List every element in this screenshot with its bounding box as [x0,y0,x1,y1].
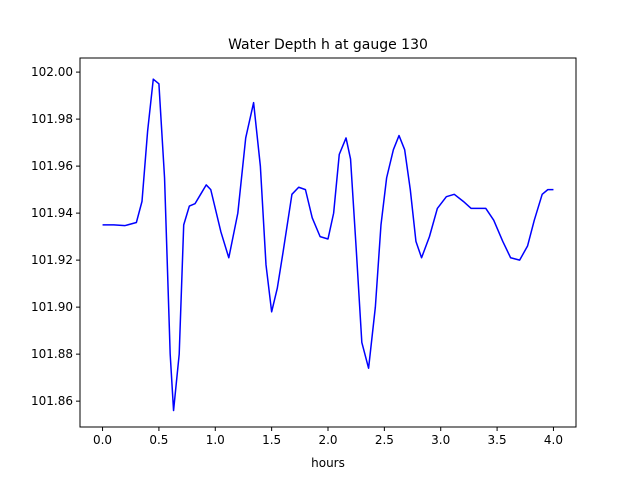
x-tick-label: 1.0 [206,433,225,447]
y-axis: 101.86 101.88 101.90 101.92 101.94 101.96 101.… [31,65,80,408]
chart-title: Water Depth h at gauge 130 [228,37,428,53]
plot-area [79,57,577,428]
x-tick-label: 4.0 [544,433,563,447]
series-layer [102,78,554,412]
x-tick-label: 0.0 [93,433,112,447]
y-tick-label: 101.96 [31,159,73,173]
x-tick-label: 3.5 [488,433,507,447]
x-tick-label: 2.0 [318,433,337,447]
series-line-0 [102,78,554,412]
y-tick-label: 101.88 [31,347,73,361]
x-axis-label: hours [311,456,345,470]
y-tick-label: 101.94 [31,206,73,220]
x-tick-label: 1.5 [262,433,281,447]
x-tick-label: 3.0 [431,433,450,447]
y-tick-label: 101.86 [31,394,73,408]
y-tick-label: 101.90 [31,300,73,314]
x-tick-label: 2.5 [375,433,394,447]
y-tick-label: 102.00 [31,65,73,79]
y-tick-label: 101.98 [31,112,73,126]
y-tick-label: 101.92 [31,253,73,267]
x-tick-label: 0.5 [149,433,168,447]
x-axis: 0.0 0.5 1.0 1.5 2.0 2.5 3.0 3.5 4.0 [93,427,563,447]
plot-frame [79,57,577,428]
